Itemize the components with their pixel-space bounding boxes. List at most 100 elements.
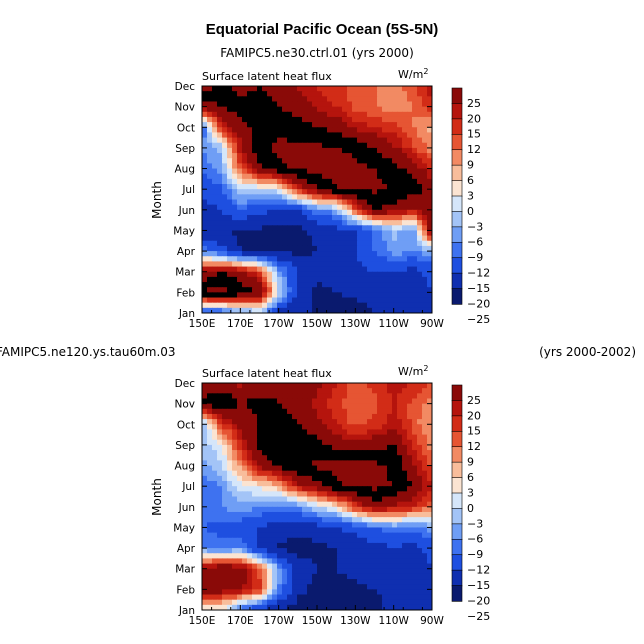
bottom-heatmap-cell [342, 527, 348, 534]
top-y-tick-label: Jun [178, 205, 195, 217]
top-heatmap-cell [402, 101, 408, 108]
bottom-heatmap-cell [412, 568, 418, 575]
top-heatmap-cell [372, 271, 378, 278]
bottom-colorbar-swatch [451, 415, 463, 432]
bottom-heatmap-cell [387, 548, 393, 554]
bottom-heatmap-cell [417, 388, 423, 394]
top-heatmap-cell [257, 127, 263, 134]
top-heatmap-cell [267, 147, 273, 154]
top-heatmap-cell [357, 194, 363, 201]
bottom-heatmap-cell [267, 419, 273, 425]
bottom-heatmap-cell [407, 393, 413, 400]
bottom-heatmap-cell [397, 604, 403, 610]
bottom-heatmap-cell [302, 398, 308, 405]
top-heatmap-cell [307, 184, 313, 190]
bottom-heatmap-cell [257, 599, 263, 606]
bottom-heatmap-cell [287, 475, 293, 482]
top-heatmap-cell [427, 178, 432, 185]
bottom-heatmap-cell [322, 573, 328, 580]
bottom-heatmap-cell [292, 408, 298, 415]
bottom-heatmap-cell [247, 460, 253, 467]
bottom-colorbar-label: 9 [467, 456, 474, 469]
top-heatmap-cell [317, 302, 323, 309]
bottom-heatmap-cell [227, 537, 233, 544]
top-heatmap-cell [212, 106, 218, 113]
bottom-colorbar-label: 0 [467, 502, 474, 515]
bottom-heatmap-cell [237, 532, 243, 539]
top-heatmap-cell [422, 111, 428, 118]
top-heatmap-cell [312, 96, 318, 103]
top-heatmap-cell [312, 307, 318, 313]
bottom-heatmap-cell [272, 517, 278, 523]
bottom-heatmap-cell [362, 501, 368, 508]
bottom-heatmap-cell [367, 573, 373, 580]
bottom-heatmap-cell [317, 388, 323, 394]
top-heatmap-cell [282, 240, 288, 247]
bottom-heatmap-cell [342, 599, 348, 606]
top-heatmap-cell [262, 194, 268, 201]
top-heatmap-cell [377, 209, 383, 216]
top-heatmap-cell [387, 297, 393, 304]
bottom-x-tick-label: 170E [227, 615, 254, 627]
top-heatmap-cell [292, 96, 298, 103]
bottom-heatmap-cell [382, 568, 388, 575]
bottom-heatmap-cell [282, 558, 288, 565]
top-heatmap-cell [242, 96, 248, 103]
top-heatmap-cell [347, 96, 353, 103]
top-heatmap-cell [367, 256, 373, 263]
top-heatmap-cell [237, 116, 243, 123]
bottom-heatmap-cell [332, 481, 338, 487]
top-heatmap-cell [307, 256, 313, 263]
top-heatmap-cell [352, 173, 358, 180]
top-heatmap-cell [237, 101, 243, 108]
bottom-heatmap-cell [237, 408, 243, 415]
bottom-heatmap-cell [207, 403, 213, 410]
top-heatmap-cell [212, 101, 218, 108]
top-heatmap-cell [227, 240, 233, 247]
bottom-heatmap-cell [257, 553, 263, 560]
bottom-heatmap-cell [207, 548, 213, 554]
bottom-heatmap-cell [292, 542, 298, 549]
bottom-heatmap-cell [257, 527, 263, 534]
top-heatmap-cell [402, 282, 408, 288]
bottom-heatmap-cell [412, 604, 418, 610]
top-heatmap-cell [377, 173, 383, 180]
top-heatmap-cell [387, 276, 393, 283]
top-heatmap-cell [287, 194, 293, 201]
top-heatmap-cell [202, 251, 208, 257]
top-heatmap-cell [362, 111, 368, 118]
top-heatmap-cell [342, 297, 348, 304]
top-heatmap-cell [397, 245, 403, 252]
top-heatmap-cell [257, 91, 263, 97]
bottom-heatmap-cell [332, 429, 338, 436]
bottom-heatmap-cell [402, 604, 408, 610]
bottom-heatmap-cell [362, 481, 368, 487]
bottom-heatmap-cell [377, 542, 383, 549]
top-heatmap-cell [352, 137, 358, 144]
bottom-heatmap-cell [302, 481, 308, 487]
bottom-heatmap-cell [332, 450, 338, 456]
top-heatmap-cell [387, 116, 393, 123]
bottom-heatmap-cell [372, 434, 378, 441]
bottom-heatmap-cell [217, 398, 223, 405]
top-heatmap-cell [352, 297, 358, 304]
top-heatmap-cell [427, 106, 432, 113]
top-heatmap-cell [372, 256, 378, 263]
bottom-heatmap-cell [352, 506, 358, 513]
bottom-heatmap-cell [307, 470, 313, 477]
top-heatmap-cell [327, 116, 333, 123]
top-heatmap-cell [307, 158, 313, 164]
top-heatmap-cell [267, 132, 273, 139]
top-heatmap-cell [417, 230, 423, 237]
bottom-heatmap-cell [257, 573, 263, 580]
top-heatmap-cell [222, 96, 228, 103]
bottom-heatmap-cell [377, 604, 383, 610]
top-heatmap-cell [277, 91, 283, 97]
top-heatmap-cell [382, 240, 388, 247]
bottom-heatmap-cell [222, 403, 228, 410]
bottom-heatmap-cell [282, 486, 288, 492]
top-heatmap-cell [322, 209, 328, 216]
bottom-heatmap-cell [262, 450, 268, 456]
top-heatmap-cell [312, 194, 318, 201]
bottom-heatmap-cell [407, 511, 413, 518]
